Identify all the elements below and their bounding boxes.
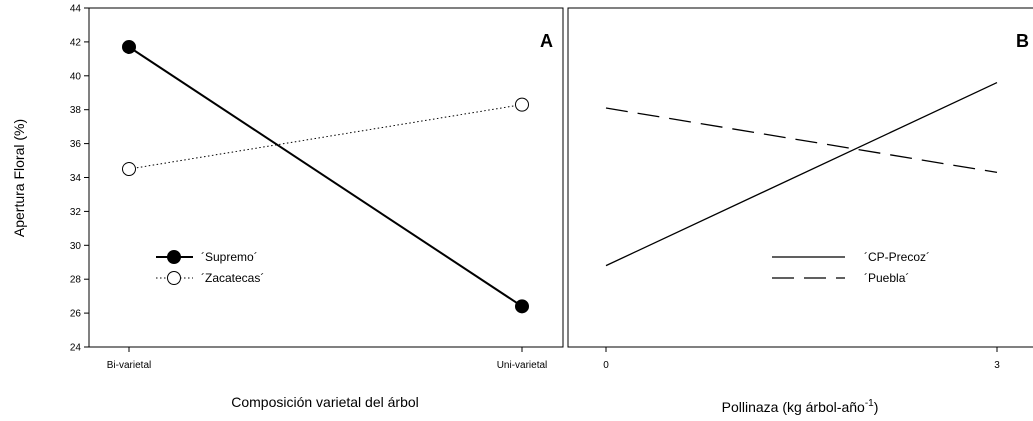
supremo-point xyxy=(122,39,136,54)
legend-zacatecas-label: ´Zacatecas´ xyxy=(201,271,264,285)
panel-a-series xyxy=(122,39,529,314)
y-tick-label: 32 xyxy=(70,207,82,218)
legend-zacatecas-marker xyxy=(167,271,181,285)
y-tick-label: 40 xyxy=(70,71,82,82)
zacatecas-point xyxy=(122,162,136,177)
panel-b-x-axis-title-close: ) xyxy=(874,399,879,415)
cp-precoz-series-line xyxy=(605,81,998,267)
panel-a-x-axis-title: Composición varietal del árbol xyxy=(231,394,419,410)
y-tick-label: 36 xyxy=(70,139,82,150)
panel-a-legend: ´Supremo´ ´Zacatecas´ xyxy=(156,250,264,285)
panel-b-x-tick-label: 3 xyxy=(994,360,1000,371)
zacatecas-point xyxy=(515,97,529,112)
panel-b-x-tick-label: 0 xyxy=(603,360,609,371)
y-tick-label: 30 xyxy=(70,241,82,252)
y-tick-label: 28 xyxy=(70,275,82,286)
panel-b-x-axis-title-superscript: -1 xyxy=(865,398,874,409)
legend-supremo-marker xyxy=(167,250,181,264)
panel-a-letter: A xyxy=(540,31,553,51)
zacatecas-series-line xyxy=(128,104,523,170)
panel-a-x-tick-label: Bi-varietal xyxy=(107,360,151,371)
legend-supremo-label: ´Supremo´ xyxy=(201,250,258,264)
y-tick-label: 34 xyxy=(70,173,82,184)
panel-b-series xyxy=(605,81,998,267)
supremo-point xyxy=(515,299,529,314)
panel-b-letter: B xyxy=(1016,31,1029,51)
y-tick-label: 24 xyxy=(70,343,82,354)
panel-b-x-axis-title: Pollinaza (kg árbol-año-1) xyxy=(722,398,879,415)
y-tick-label: 42 xyxy=(70,37,82,48)
panel-b-legend: ´CP-Precoz´ ´Puebla´ xyxy=(772,250,930,285)
y-tick-label: 44 xyxy=(70,4,82,15)
legend-cp-precoz-label: ´CP-Precoz´ xyxy=(864,250,930,264)
puebla-series-line xyxy=(605,107,998,174)
y-axis-title: Apertura Floral (%) xyxy=(11,119,27,237)
panel-a-x-tick-label: Uni-varietal xyxy=(497,360,548,371)
legend-puebla-label: ´Puebla´ xyxy=(864,271,909,285)
panel-b-x-axis-title-main: Pollinaza (kg árbol-año xyxy=(722,399,865,415)
y-tick-label: 38 xyxy=(70,105,82,116)
supremo-series-line xyxy=(128,46,523,308)
panel-b-frame xyxy=(567,7,1033,348)
y-axis-ticks: 24 26 28 30 32 34 36 38 40 42 44 xyxy=(70,4,89,354)
y-tick-label: 26 xyxy=(70,309,82,320)
panel-a-x-axis-ticks: Bi-varietal Uni-varietal xyxy=(107,347,548,371)
